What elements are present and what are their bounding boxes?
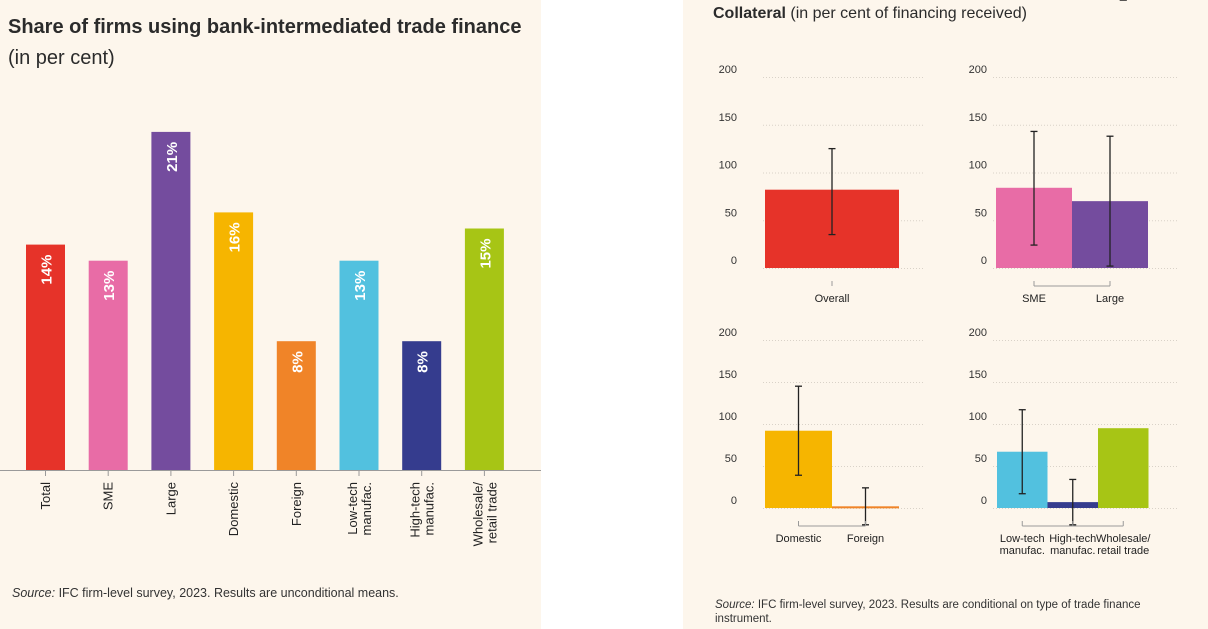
y-tick-label: 50 [975,207,987,219]
category-label-line: manufac. [359,482,374,535]
collateral-small-multiples: 0 50 100 150 200 Overall 0 50 100 150 200 SME Large 0… [719,0,1178,557]
y-tick-label: 100 [719,411,737,423]
bar-6 [402,341,442,470]
category-label-line: High-tech [408,482,423,538]
category-label-line: retail trade [1097,545,1149,557]
category-label-4: Foreign [289,482,304,526]
y-tick-label: 50 [725,453,737,465]
category-label-line: Foreign [289,482,304,526]
left-chart-panel: Share of firms using bank-intermediated … [0,0,541,629]
collateral-category-label: High-tech manufac. [1049,533,1096,557]
category-label-6: High-techmanufac. [408,482,437,538]
y-tick-label: 150 [969,112,987,124]
right-chart-panel: Collateral (in per cent of financing rec… [683,0,1208,629]
left-bar-chart: 14% Total 13% SME 21% Large 16% Domestic 8% Forei… [0,131,541,547]
collateral-category-label: Overall [815,293,850,305]
y-tick-label: 200 [719,64,737,76]
right-title-bold: Collateral [713,5,786,22]
category-label-line: Low-tech [1000,533,1045,545]
y-tick-label: 100 [969,411,987,423]
bar-data-label-1: 13% [101,271,118,301]
collateral-bar-3-2 [1098,428,1149,508]
y-tick-label: 100 [719,160,737,172]
y-tick-label: 50 [725,207,737,219]
y-tick-label: 0 [981,495,987,507]
y-tick-label: 150 [719,369,737,381]
y-tick-label: 200 [969,64,987,76]
right-source-label: Source: [715,599,755,611]
category-label-line: manufac. [1000,545,1045,557]
category-label-line: Wholesale/ [1096,533,1151,545]
left-title-unit: (in per cent) [8,47,115,69]
right-source-text: IFC firm-level survey, 2023. Results are… [715,599,1141,625]
category-label-line: Low-tech [345,482,360,535]
collateral-category-label: Low-tech manufac. [1000,533,1045,557]
category-label-line: SME [101,482,116,511]
category-label-line: Large [163,482,178,515]
left-title-bold: Share of firms using bank-intermediated … [8,16,522,38]
y-tick-label: 200 [719,327,737,339]
collateral-category-label: Wholesale/retail trade [1096,533,1151,557]
bar-0 [26,244,65,470]
bar-4 [276,341,316,470]
category-label-line: retail trade [484,482,499,543]
y-tick-label: 50 [975,453,987,465]
bar-data-label-3: 16% [227,222,244,252]
collateral-category-label: Foreign [847,533,884,545]
left-source-note: Source: IFC firm-level survey, 2023. Res… [12,586,532,601]
category-label-3: Domestic [226,482,241,537]
category-label-line: Total [38,482,53,510]
collateral-category-label: Domestic [776,533,822,545]
bar-5 [339,260,379,470]
left-source-label: Source: [12,586,56,600]
bar-data-label-0: 14% [39,255,56,285]
bar-data-label-5: 13% [352,271,369,301]
left-chart-title: Share of firms using bank-intermediated … [8,12,528,74]
bar-data-label-6: 8% [415,351,432,373]
category-label-0: Total [38,482,53,510]
category-label-line: Domestic [226,482,241,537]
right-title-unit: (in per cent of financing received) [790,5,1027,22]
bar-1 [88,260,128,470]
category-label-1: SME [101,482,116,511]
y-tick-label: 0 [731,495,737,507]
category-label-2: Large [163,482,178,515]
bar-2 [151,131,191,470]
right-source-note: Source: IFC firm-level survey, 2023. Res… [715,598,1195,626]
collateral-category-label: Large [1096,293,1124,305]
category-label-line: manufac. [422,482,437,535]
bar-3 [214,212,254,470]
y-tick-label: 0 [981,255,987,267]
right-chart-title: Collateral (in per cent of financing rec… [713,2,1203,26]
bar-data-label-4: 8% [289,351,306,373]
category-label-5: Low-techmanufac. [345,482,374,535]
category-label-line: manufac. [1050,545,1095,557]
y-tick-label: 0 [731,255,737,267]
category-label-line: High-tech [1049,533,1096,545]
bar-data-label-2: 21% [164,142,181,172]
y-tick-label: 100 [969,160,987,172]
left-source-text: IFC firm-level survey, 2023. Results are… [58,586,399,600]
y-tick-label: 150 [719,112,737,124]
bar-7 [464,228,504,470]
category-label-7: Wholesale/retail trade [470,482,499,547]
y-tick-label: 150 [969,369,987,381]
y-tick-label: 200 [969,327,987,339]
bar-data-label-7: 15% [477,239,494,269]
collateral-category-label: SME [1022,293,1046,305]
category-label-line: Wholesale/ [470,482,485,547]
